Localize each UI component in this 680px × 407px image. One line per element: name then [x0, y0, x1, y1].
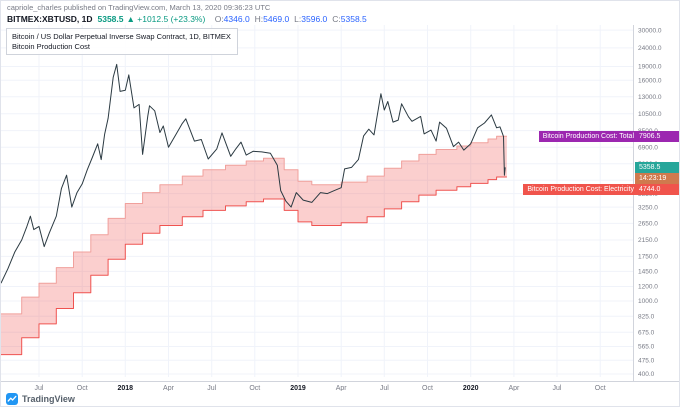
y-axis-tick-label[interactable]: 475.0 — [638, 358, 655, 365]
price-change: ▲ +1012.5 (+23.3%) — [126, 13, 206, 24]
low-value: 3596.0 — [301, 13, 328, 24]
x-axis-tick-label[interactable]: Apr — [336, 385, 348, 392]
y-axis-tick-label[interactable]: 10500.0 — [638, 111, 662, 118]
y-axis-tick-label[interactable]: 30000.0 — [638, 27, 662, 34]
y-axis-tick-label[interactable]: 24000.0 — [638, 45, 662, 52]
y-axis-tick-label[interactable]: 565.0 — [638, 344, 655, 351]
x-axis-tick-label[interactable]: Oct — [422, 385, 433, 392]
tradingview-logo-icon[interactable] — [6, 392, 18, 405]
y-axis-tick-label[interactable]: 1200.0 — [638, 284, 658, 291]
x-axis-tick-label[interactable]: Oct — [249, 385, 260, 392]
footer-bar: TradingView — [1, 391, 679, 406]
last-price-label: 5358.5 — [635, 162, 679, 173]
x-axis-tick-label[interactable]: 2018 — [118, 385, 134, 392]
x-axis-tick-label[interactable]: Apr — [163, 385, 175, 392]
symbol-title: BITMEX:XBTUSD, 1D — [7, 13, 93, 24]
x-axis-tick-label[interactable]: Jul — [380, 385, 389, 392]
open-value: 4346.0 — [223, 13, 250, 24]
y-axis-tick-label[interactable]: 13000.0 — [638, 94, 662, 101]
price-series — [1, 63, 507, 356]
y-axis-tick-label[interactable]: 675.0 — [638, 330, 655, 337]
chart-canvas[interactable]: 30000.0 24000.0 19000.0 16000.0 13000.0 10500… — [1, 23, 680, 393]
legend-indicator-line[interactable]: Bitcoin Production Cost — [12, 41, 90, 51]
open-label: O: — [214, 13, 224, 24]
x-axis-tick-label[interactable]: Jul — [553, 385, 562, 392]
y-axis-tick-label[interactable]: 825.0 — [638, 314, 655, 321]
total-cost-price-label: Bitcoin Production Cost: Total 7906.5 — [538, 131, 679, 142]
cost-band-fill — [1, 136, 507, 355]
x-axis-tick-label[interactable]: Oct — [595, 385, 606, 392]
bar-countdown-label: 14:23:19 — [635, 173, 679, 184]
total-cost-label-value: 7906.5 — [639, 133, 661, 140]
y-axis-tick-label[interactable]: 2150.0 — [638, 237, 658, 244]
x-axis-tick-label[interactable]: 2020 — [463, 385, 479, 392]
electricity-cost-price-label: Bitcoin Production Cost: Electricity 474… — [523, 184, 679, 195]
x-axis-tick-label[interactable]: Apr — [508, 385, 520, 392]
y-axis-tick-label[interactable]: 16000.0 — [638, 77, 662, 84]
y-axis-tick-label[interactable]: 6900.0 — [638, 144, 658, 151]
x-axis-tick-label[interactable]: Jul — [35, 385, 44, 392]
y-axis-tick-label[interactable]: 3250.0 — [638, 204, 658, 211]
y-axis-tick-label[interactable]: 1000.0 — [638, 298, 658, 305]
close-value: 5358.5 — [340, 13, 367, 24]
low-label: L: — [294, 13, 302, 24]
chart-legend[interactable]: Bitcoin / US Dollar Perpetual Inverse Sw… — [6, 28, 238, 55]
electricity-cost-line — [1, 176, 507, 356]
y-axis-tick-label[interactable]: 1750.0 — [638, 254, 658, 261]
total-cost-line — [1, 135, 507, 315]
close-label: C: — [332, 13, 341, 24]
legend-symbol-line[interactable]: Bitcoin / US Dollar Perpetual Inverse Sw… — [12, 32, 231, 41]
x-axis-tick-label[interactable]: Jul — [207, 385, 216, 392]
electricity-cost-label-value: 4744.0 — [639, 186, 661, 193]
symbol-row: BITMEX:XBTUSD, 1D 5358.5 ▲ +1012.5 (+23.3%… — [7, 14, 679, 24]
chart-header: capriole_charles published on TradingVie… — [1, 1, 679, 25]
high-label: H: — [254, 13, 264, 24]
btc-price-line — [1, 63, 506, 284]
publish-info: capriole_charles published on TradingVie… — [7, 3, 271, 12]
y-axis-tick-label[interactable]: 2650.0 — [638, 221, 658, 228]
total-cost-label-text: Bitcoin Production Cost: Total — [542, 133, 634, 140]
tradingview-wordmark[interactable]: TradingView — [22, 393, 75, 404]
y-axis-tick-label[interactable]: 1450.0 — [638, 269, 658, 276]
last-price-value: 5358.5 — [97, 13, 124, 24]
y-axis-tick-label[interactable]: 400.0 — [638, 371, 655, 378]
last-price-label-value: 5358.5 — [639, 164, 661, 171]
ohlc-values: O:4346.0 H:5469.0 L:3596.0 C:5358.5 — [215, 14, 372, 24]
x-axis-tick-label[interactable]: Oct — [77, 385, 88, 392]
electricity-cost-label-text: Bitcoin Production Cost: Electricity — [527, 186, 634, 193]
high-value: 5469.0 — [263, 13, 290, 24]
x-axis-tick-label[interactable]: 2019 — [290, 385, 306, 392]
bar-countdown-value: 14:23:19 — [639, 175, 667, 182]
production-cost-band — [1, 136, 507, 355]
y-axis-tick-label[interactable]: 19000.0 — [638, 64, 662, 71]
